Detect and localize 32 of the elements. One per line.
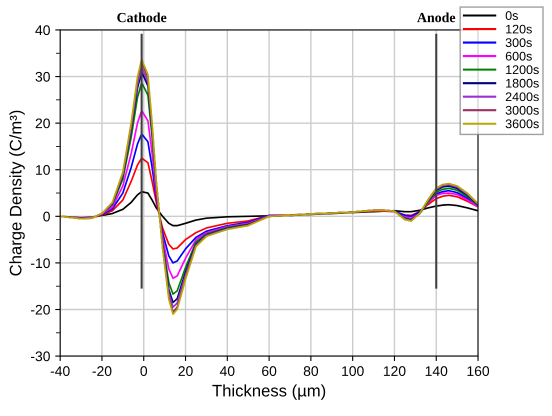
legend-label: 3600s [506, 119, 539, 128]
legend-label: 1200s [506, 65, 539, 74]
x-tick-label: 40 [220, 366, 234, 376]
x-tick-label: 80 [304, 366, 318, 376]
x-axis-title: Thickness (µm) [212, 384, 326, 400]
x-tick-label: 160 [468, 366, 490, 376]
y-tick-label: 40 [35, 25, 50, 36]
x-tick-label: 100 [342, 366, 364, 376]
legend-label: 2400s [506, 92, 539, 102]
y-axis-title: Charge Density (C/m³) [9, 110, 25, 276]
x-tick-label: -20 [92, 366, 112, 376]
x-tick-label: -40 [50, 366, 70, 376]
x-tick-label: 0 [140, 366, 148, 376]
x-tick-label: 20 [178, 366, 193, 376]
y-tick-label: 20 [36, 118, 50, 128]
y-tick-label: -10 [30, 258, 50, 268]
legend-label: 0s [506, 11, 518, 20]
legend-label: 3000s [506, 106, 539, 115]
y-tick-label: 30 [36, 72, 50, 82]
ref-line-label: Anode [417, 12, 456, 22]
x-tick-label: 60 [262, 366, 276, 376]
x-tick-label: 140 [426, 366, 448, 376]
legend-label: 600s [506, 52, 532, 61]
y-tick-label: 10 [36, 165, 50, 175]
ref-line-label: Cathode [117, 12, 166, 22]
x-tick-label: 120 [384, 366, 406, 376]
y-tick-label: -20 [30, 304, 50, 315]
legend-label: 300s [506, 38, 532, 48]
y-tick-label: 0 [43, 212, 50, 222]
legend-label: 120s [506, 24, 532, 34]
y-tick-label: -30 [30, 351, 50, 362]
legend-label: 1800s [506, 78, 539, 88]
